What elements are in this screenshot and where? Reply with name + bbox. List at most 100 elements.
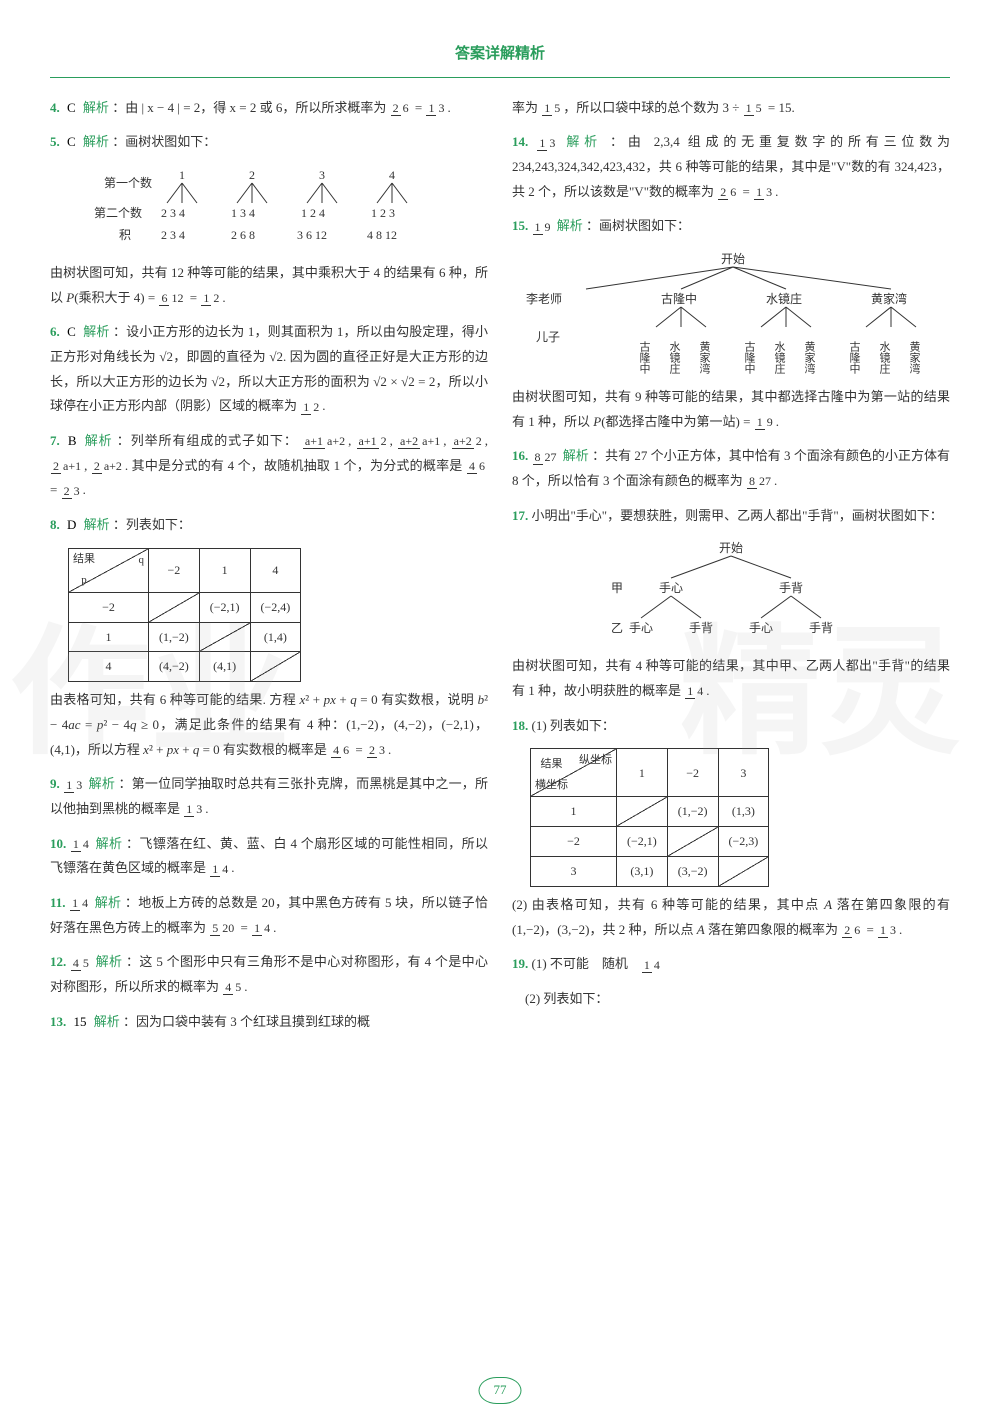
- svg-text:李老师: 李老师: [526, 291, 562, 306]
- page-title: 答案详解精析: [50, 40, 950, 78]
- analysis-label: 解析: [83, 324, 109, 339]
- item-number: 7.: [50, 433, 60, 448]
- table-header: 1: [199, 548, 250, 592]
- analysis-label: 解析: [83, 100, 109, 115]
- item-9: 9. 13 解析 ：第一位同学抽取时总共有三张扑克牌，而黑桃是其中之一，所以他抽…: [50, 772, 488, 821]
- page-number: 77: [479, 1377, 522, 1404]
- table-header: 1: [617, 749, 668, 797]
- svg-text:3 6 12: 3 6 12: [297, 228, 327, 242]
- item-text: ：因为口袋中装有 3 个红球且摸到红球的概: [123, 1014, 370, 1029]
- table-cell: (−2,1): [617, 827, 668, 857]
- item-7: 7. B 解析 ：列举所有组成的式子如下： a+1a+2, a+12, a+2a…: [50, 429, 488, 503]
- item-number: 19.: [512, 956, 528, 971]
- table-cell: (1,−2): [149, 622, 200, 652]
- svg-text:儿子: 儿子: [536, 330, 560, 344]
- table-corner: 纵坐标 结果横坐标: [531, 749, 617, 797]
- analysis-label: 解析: [83, 134, 109, 149]
- analysis-label: 解析: [89, 776, 115, 791]
- tree-branches: 1 2 3 4: [167, 168, 407, 203]
- item-6: 6. C 解析 ：设小正方形的边长为 1，则其面积为 1，所以由勾股定理，得小正…: [50, 320, 488, 419]
- svg-text:手背: 手背: [689, 621, 713, 635]
- table-cell: [718, 857, 769, 887]
- item-number: 6.: [50, 324, 60, 339]
- analysis-label: 解析: [96, 954, 123, 969]
- item-answer: C: [67, 100, 76, 115]
- item-14: 14. 13 解析 ：由 2,3,4 组成的无重复数字的所有三位数为 234,2…: [512, 130, 950, 204]
- svg-text:2: 2: [249, 168, 255, 182]
- item-19: 19. (1) 不可能 随机 14: [512, 952, 950, 977]
- item-answer: 14: [71, 838, 91, 851]
- item-13-cont: 率为 15，所以口袋中球的总个数为 3 ÷ 15 = 15.: [512, 96, 950, 121]
- item-number: 5.: [50, 134, 60, 149]
- svg-text:黄家湾: 黄家湾: [698, 340, 711, 375]
- item-number: 12.: [50, 954, 66, 969]
- svg-text:手背: 手背: [779, 581, 803, 595]
- table-cell: (−2,4): [250, 592, 301, 622]
- svg-text:黄家湾: 黄家湾: [908, 340, 921, 375]
- fraction: 26: [391, 102, 411, 115]
- table-cell: (−2,3): [718, 827, 769, 857]
- item-number: 11.: [50, 895, 66, 910]
- analysis-label: 解析: [95, 895, 122, 910]
- item-answer: 19: [533, 221, 553, 234]
- item-16: 16. 827 解析 ：共有 27 个小正方体，其中恰有 3 个面涂有颜色的小正…: [512, 444, 950, 493]
- item-10: 10. 14 解析 ：飞镖落在红、黄、蓝、白 4 个扇形区域的可能性相同，所以飞…: [50, 832, 488, 881]
- table-cell: [199, 622, 250, 652]
- table-header: −2: [667, 749, 718, 797]
- svg-text:古隆中: 古隆中: [661, 291, 697, 306]
- svg-text:4 8 12: 4 8 12: [367, 228, 397, 242]
- svg-text:1 2 3: 1 2 3: [371, 206, 395, 220]
- svg-text:4: 4: [389, 168, 395, 182]
- svg-text:黄家湾: 黄家湾: [803, 340, 816, 375]
- tree-prod: 积: [119, 228, 131, 242]
- table-cell: [667, 827, 718, 857]
- table-header: −2: [149, 548, 200, 592]
- table-header: 3: [718, 749, 769, 797]
- svg-text:手心: 手心: [749, 621, 773, 635]
- item-answer: 45: [71, 957, 91, 970]
- item-15: 15. 19 解析 ：画树状图如下：: [512, 214, 950, 239]
- item-12: 12. 45 解析 ：这 5 个图形中只有三角形不是中心对称图形，有 4 个是中…: [50, 950, 488, 999]
- svg-text:手心: 手心: [659, 581, 683, 595]
- svg-text:2 3 4: 2 3 4: [161, 206, 185, 220]
- svg-text:古隆中: 古隆中: [638, 341, 651, 374]
- svg-text:水镜庄: 水镜庄: [668, 341, 681, 375]
- analysis-label: 解析: [566, 134, 602, 149]
- item-text: ：列表如下：: [113, 517, 191, 532]
- table-cell: (4,−2): [149, 652, 200, 682]
- svg-text:黄家湾: 黄家湾: [871, 291, 907, 306]
- table-row-header: 1: [531, 797, 617, 827]
- table-cell: (1,4): [250, 622, 301, 652]
- table-cell: (4,1): [199, 652, 250, 682]
- svg-text:乙: 乙: [611, 621, 623, 635]
- item-number: 10.: [50, 836, 66, 851]
- analysis-label: 解析: [84, 517, 110, 532]
- analysis-label: 解析: [94, 1014, 120, 1029]
- svg-text:水镜庄: 水镜庄: [878, 341, 891, 375]
- table-8: q 结果p −2 1 4 −2 (−2,1) (−2,4) 1 (1,−2) (…: [68, 548, 301, 682]
- tree-sub: 第二个数: [94, 205, 142, 220]
- content-columns: 4. C 解析 ：由 | x − 4 | = 2，得 x = 2 或 6，所以所…: [50, 96, 950, 1045]
- table-cell: (1,3): [718, 797, 769, 827]
- svg-text:水镜庄: 水镜庄: [773, 341, 786, 375]
- item-8: 8. D 解析 ：列表如下：: [50, 513, 488, 538]
- svg-text:手心: 手心: [629, 621, 653, 635]
- tree-diagram-17: 开始 甲 手心 手背 乙 手心 手背 手心 手背: [581, 538, 881, 648]
- svg-text:1 3 4: 1 3 4: [231, 206, 255, 220]
- svg-text:古隆中: 古隆中: [743, 341, 756, 374]
- item-answer: C: [67, 134, 76, 149]
- item-answer: 13: [64, 779, 84, 792]
- svg-text:1 2 4: 1 2 4: [301, 206, 325, 220]
- table-row-header: 3: [531, 857, 617, 887]
- svg-text:甲: 甲: [611, 581, 623, 595]
- svg-text:水镜庄: 水镜庄: [766, 291, 802, 306]
- item-answer: D: [67, 517, 76, 532]
- fraction: 13: [426, 102, 446, 115]
- item-answer: C: [67, 324, 76, 339]
- tree-diagram-15: 开始 李老师 古隆中 水镜庄 黄家湾 儿子 古隆中 水镜庄 黄家湾 古隆中 水镜…: [516, 249, 946, 379]
- svg-text:开始: 开始: [719, 541, 743, 555]
- table-corner: q 结果p: [69, 548, 149, 592]
- table-18: 纵坐标 结果横坐标 1 −2 3 1 (1,−2) (1,3) −2 (−2,1…: [530, 748, 769, 886]
- table-cell: (3,−2): [667, 857, 718, 887]
- item-answer: 827: [533, 451, 559, 464]
